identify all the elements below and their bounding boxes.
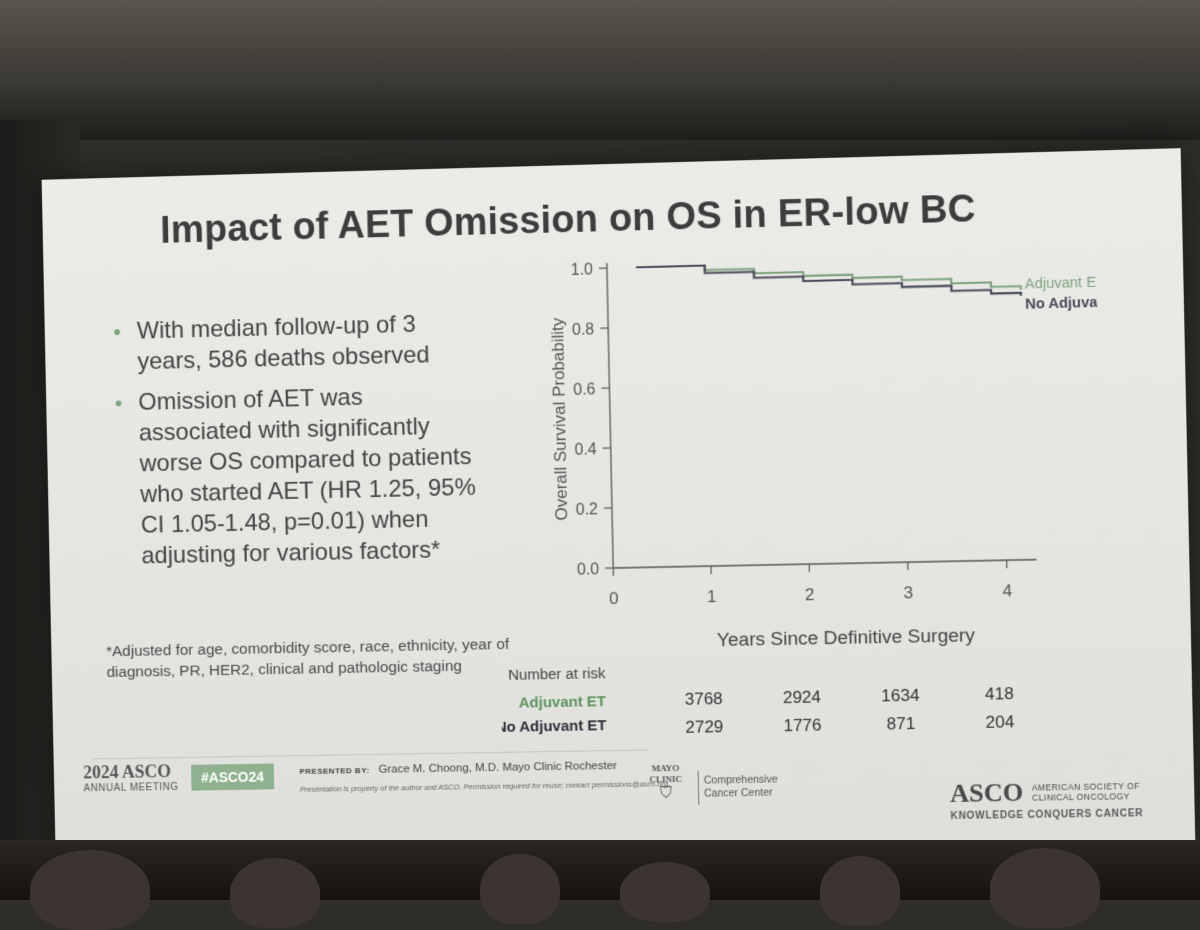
x-tick-label: 1 — [707, 587, 717, 606]
y-tick-label: 0.0 — [577, 561, 600, 579]
footnote: *Adjusted for age, comorbidity score, ra… — [106, 634, 522, 683]
audience-silhouettes — [0, 840, 1200, 900]
bullet-item: • With median follow-up of 3 years, 586 … — [107, 307, 473, 377]
series-line-no-adjuvant-et — [636, 257, 1021, 305]
cancer-center-label: Comprehensive Cancer Center — [704, 773, 778, 800]
bullet-list: • With median follow-up of 3 years, 586 … — [107, 307, 478, 581]
survival-chart-svg: 0.0 0.2 0.4 0.6 0.8 1.0 0 1 2 3 4 Overall Survival … — [492, 235, 1109, 849]
asco-tagline: KNOWLEDGE CONQUERS CANCER — [950, 808, 1143, 822]
y-axis-label: Overall Survival Probability — [548, 317, 571, 521]
bullet-item: • Omission of AET was associated with si… — [109, 379, 478, 572]
x-tick-label: 4 — [1002, 581, 1012, 600]
mayo-shield-icon: ⛉ — [636, 785, 696, 804]
meeting-name: ANNUAL MEETING — [83, 782, 178, 794]
risk-table-cell: 871 — [887, 714, 916, 734]
series-legend-label: Adjuvant ET — [1025, 274, 1106, 292]
bullet-dot-icon: • — [114, 388, 122, 419]
y-tick-label: 0.6 — [573, 381, 596, 399]
risk-table-cell: 3768 — [685, 689, 723, 709]
y-tick-label: 0.8 — [572, 321, 595, 339]
risk-table-cell: 204 — [985, 712, 1014, 732]
bullet-text: With median follow-up of 3 years, 586 de… — [137, 311, 430, 375]
risk-table-cell: 2924 — [783, 687, 821, 707]
x-axis-label: Years Since Definitive Surgery — [717, 625, 976, 651]
risk-table-cell: 1776 — [783, 715, 821, 735]
audience-head — [990, 848, 1100, 928]
audience-head — [30, 850, 150, 930]
hashtag-badge: #ASCO24 — [191, 763, 274, 790]
asco-brand-logo: ASCO AMERICAN SOCIETY OF CLINICAL ONCOLO… — [950, 776, 1144, 822]
asco-meeting-logo: 2024 ASCO ANNUAL MEETING — [83, 761, 179, 794]
cancer-center-line2: Cancer Center — [704, 786, 778, 800]
risk-table-title: Number at risk — [508, 666, 606, 684]
asco-full-name: AMERICAN SOCIETY OF CLINICAL ONCOLOGY — [1032, 781, 1140, 803]
series-line-adjuvant-et — [636, 257, 1021, 299]
x-tick-label: 0 — [609, 589, 619, 608]
risk-row-label: No Adjuvant ET — [496, 718, 607, 736]
survival-chart: 0.0 0.2 0.4 0.6 0.8 1.0 0 1 2 3 4 Overall Survival … — [492, 235, 1109, 849]
asco-full-line2: CLINICAL ONCOLOGY — [1032, 791, 1130, 803]
y-tick-label: 0.2 — [576, 501, 599, 519]
bullet-text: Omission of AET was associated with sign… — [138, 384, 476, 570]
room-ceiling — [0, 0, 1200, 140]
presented-by-label: PRESENTED BY: — [299, 766, 369, 776]
mayo-clinic-logo: MAYO CLINIC ⛉ — [635, 763, 696, 804]
audience-head — [820, 856, 900, 926]
bullet-dot-icon: • — [113, 316, 121, 347]
y-axis-line — [607, 263, 613, 568]
risk-table-cell: 2729 — [685, 717, 723, 737]
cancer-center-line1: Comprehensive — [704, 773, 778, 787]
audience-head — [620, 862, 710, 922]
risk-row-label: Adjuvant ET — [519, 694, 607, 712]
x-tick-label: 2 — [805, 585, 815, 604]
audience-head — [230, 858, 320, 928]
asco-logo-text: ASCO — [950, 778, 1024, 809]
meeting-year: 2024 ASCO — [83, 761, 178, 783]
audience-head — [480, 854, 560, 924]
x-tick-label: 3 — [903, 583, 913, 602]
risk-table-cell: 1634 — [881, 686, 920, 706]
y-tick-label: 0.4 — [574, 441, 597, 459]
series-legend-label: No Adjuvant ET — [1025, 294, 1109, 313]
presentation-slide: Impact of AET Omission on OS in ER-low B… — [42, 148, 1196, 864]
x-axis-line — [613, 560, 1036, 568]
y-tick-label: 1.0 — [571, 261, 594, 279]
risk-table-cell: 418 — [985, 684, 1014, 704]
